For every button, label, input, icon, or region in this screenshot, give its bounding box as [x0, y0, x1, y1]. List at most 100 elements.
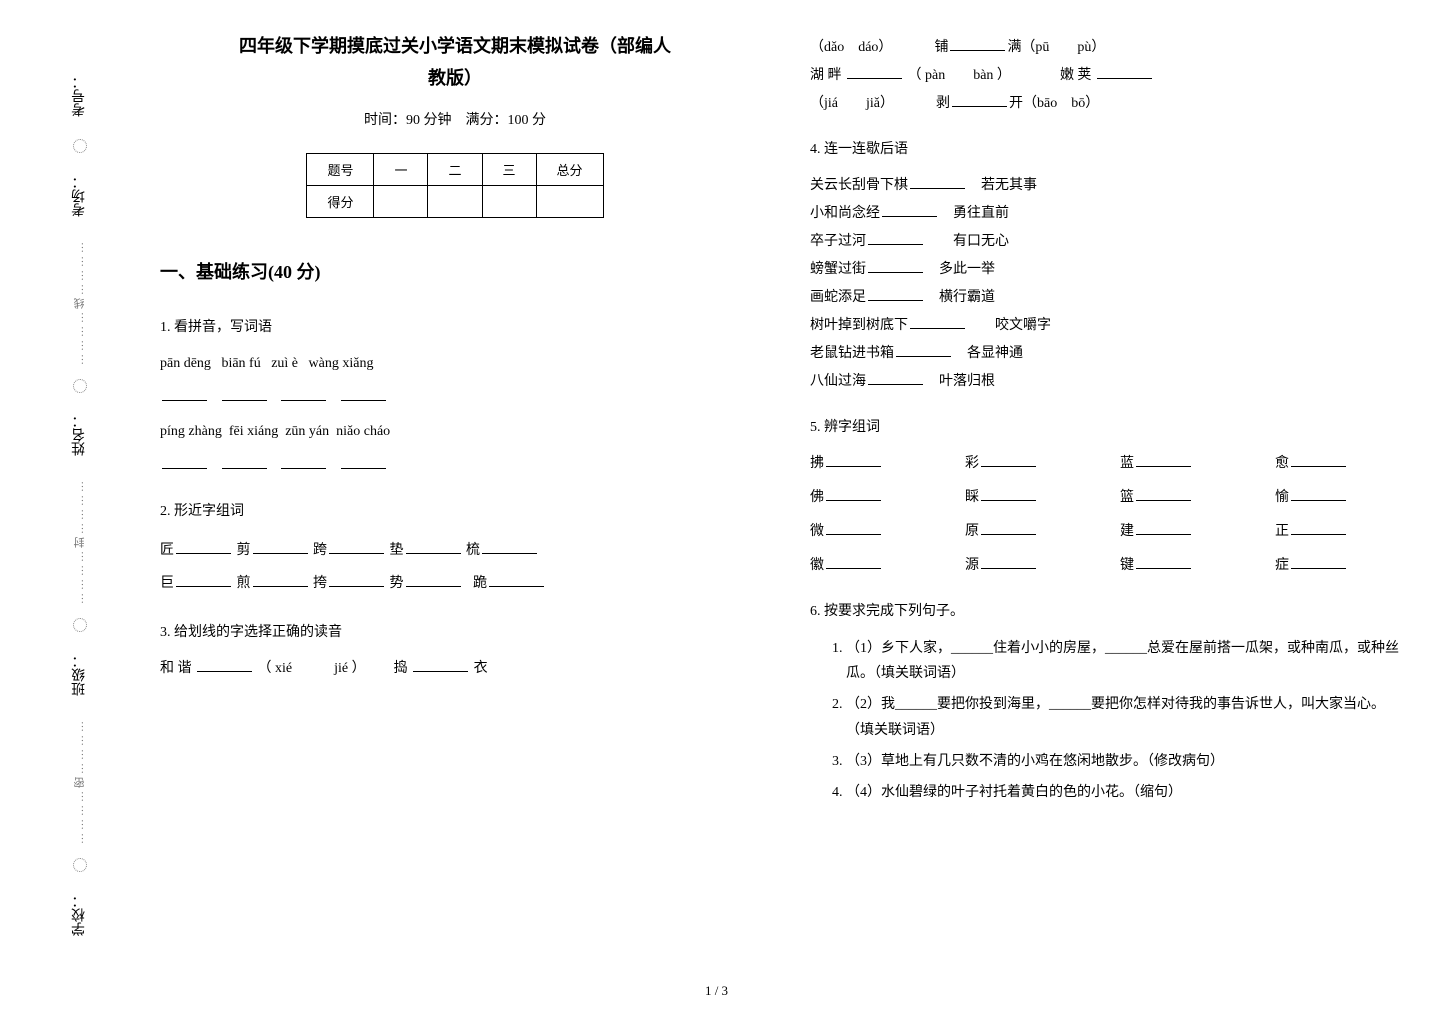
blank[interactable]: [868, 370, 923, 385]
page-number: 1 / 3: [705, 983, 728, 999]
blank[interactable]: [281, 453, 326, 468]
binding-label-name: 姓名：: [70, 414, 90, 456]
blank[interactable]: [406, 572, 461, 587]
blank[interactable]: [1136, 486, 1191, 501]
blank[interactable]: [222, 385, 267, 400]
question-3-cont: （dǎo dáo） 铺满（pū pù） 湖 畔 （ pàn bàn ） 嫩 荚 …: [810, 34, 1400, 118]
q5-cell: 徽: [810, 552, 935, 580]
q2-r1-1: 剪: [237, 543, 251, 558]
blank[interactable]: [981, 452, 1036, 467]
blank[interactable]: [981, 520, 1036, 535]
score-h0: 题号: [307, 153, 374, 185]
blank[interactable]: [910, 314, 965, 329]
blank[interactable]: [222, 453, 267, 468]
q1-r2-1: fēi xiáng: [229, 424, 278, 439]
blank[interactable]: [406, 538, 461, 553]
q3-opt-jia: （jiá jiǎ）: [810, 96, 894, 111]
score-h2: 二: [428, 153, 482, 185]
q3-tail-pu: 满（pū pù）: [1007, 40, 1105, 55]
blank[interactable]: [826, 554, 881, 569]
blank[interactable]: [981, 554, 1036, 569]
q2-r1-2: 跨: [313, 543, 327, 558]
score-cell[interactable]: [374, 185, 428, 217]
blank[interactable]: [1136, 452, 1191, 467]
q5-char: 篮: [1120, 490, 1134, 505]
q6-sub-3: （3）草地上有几只数不清的小鸡在悠闲地散步。（修改病句）: [846, 749, 1400, 774]
blank[interactable]: [896, 342, 951, 357]
blank[interactable]: [868, 258, 923, 273]
q6-label: 6. 按要求完成下列句子。: [810, 598, 1400, 626]
blank[interactable]: [482, 538, 537, 553]
q5-char: 症: [1275, 558, 1289, 573]
blank[interactable]: [253, 538, 308, 553]
blank[interactable]: [1136, 520, 1191, 535]
score-cell[interactable]: [536, 185, 603, 217]
q5-grid: 拂 彩 蓝 愈 佛 睬 篮 愉 微 原 建 正 徽 源 键 症: [810, 450, 1400, 580]
blank[interactable]: [1136, 554, 1191, 569]
q3-word-pan: 湖 畔: [810, 68, 842, 83]
blank[interactable]: [329, 538, 384, 553]
blank[interactable]: [868, 286, 923, 301]
blank[interactable]: [868, 230, 923, 245]
blank[interactable]: [341, 453, 386, 468]
q1-row2: píng zhàng fēi xiáng zūn yán niǎo cháo: [160, 418, 750, 446]
q3-line2: （dǎo dáo） 铺满（pū pù）: [810, 34, 1400, 62]
right-column: （dǎo dáo） 铺满（pū pù） 湖 畔 （ pàn bàn ） 嫩 荚 …: [800, 20, 1410, 833]
q4-left: 小和尚念经: [810, 206, 880, 221]
q5-cell: 佛: [810, 484, 935, 512]
blank[interactable]: [950, 36, 1005, 51]
blank[interactable]: [329, 572, 384, 587]
blank[interactable]: [1097, 64, 1152, 79]
q5-char: 拂: [810, 456, 824, 471]
q2-r1-3: 垫: [390, 543, 404, 558]
q2-r2-4: 跪: [473, 576, 487, 591]
score-cell[interactable]: [482, 185, 536, 217]
q5-char: 愈: [1275, 456, 1289, 471]
blank[interactable]: [910, 174, 965, 189]
blank[interactable]: [1291, 452, 1346, 467]
blank[interactable]: [176, 572, 231, 587]
score-h1: 一: [374, 153, 428, 185]
blank[interactable]: [197, 657, 252, 672]
q1-r1-2: zuì è: [271, 356, 298, 371]
q2-r2-1: 煎: [237, 576, 251, 591]
blank[interactable]: [176, 538, 231, 553]
blank[interactable]: [826, 520, 881, 535]
q5-char: 原: [965, 524, 979, 539]
blank[interactable]: [1291, 554, 1346, 569]
question-3: 3. 给划线的字选择正确的读音 和 谐 （ xié jié ） 捣 衣: [160, 619, 750, 683]
question-2: 2. 形近字组词 匠 剪 跨 垫 梳 巨 煎 挎 势 跪: [160, 498, 750, 601]
blank[interactable]: [1291, 486, 1346, 501]
q1-r2-2: zūn yán: [285, 424, 329, 439]
blank[interactable]: [981, 486, 1036, 501]
binding-circle: [73, 379, 87, 393]
page-body: 四年级下学期摸底过关小学语文期末模拟试卷（部编人 教版） 时间：90 分钟 满分…: [150, 20, 1410, 833]
blank[interactable]: [826, 452, 881, 467]
blank[interactable]: [413, 657, 468, 672]
score-h3: 三: [482, 153, 536, 185]
q5-char: 蓝: [1120, 456, 1134, 471]
blank[interactable]: [489, 572, 544, 587]
q2-r2-0: 巨: [160, 576, 174, 591]
q1-row1: pān dēng biān fú zuì è wàng xiǎng: [160, 350, 750, 378]
q2-label: 2. 形近字组词: [160, 498, 750, 526]
blank[interactable]: [847, 64, 902, 79]
q4-pair-2: 卒子过河 有口无心: [810, 228, 1400, 256]
binding-circle: [73, 858, 87, 872]
binding-label-class: 班级：: [70, 654, 90, 696]
q2-r1-0: 匠: [160, 543, 174, 558]
blank[interactable]: [952, 92, 1007, 107]
q5-label: 5. 辨字组词: [810, 414, 1400, 442]
binding-label-room: 考场：: [70, 175, 90, 217]
blank[interactable]: [253, 572, 308, 587]
blank[interactable]: [826, 486, 881, 501]
blank[interactable]: [341, 385, 386, 400]
blank[interactable]: [1291, 520, 1346, 535]
blank[interactable]: [162, 453, 207, 468]
q1-blanks2: [160, 452, 750, 480]
score-cell[interactable]: [428, 185, 482, 217]
q4-right: 勇往直前: [953, 206, 1009, 221]
blank[interactable]: [882, 202, 937, 217]
blank[interactable]: [281, 385, 326, 400]
blank[interactable]: [162, 385, 207, 400]
